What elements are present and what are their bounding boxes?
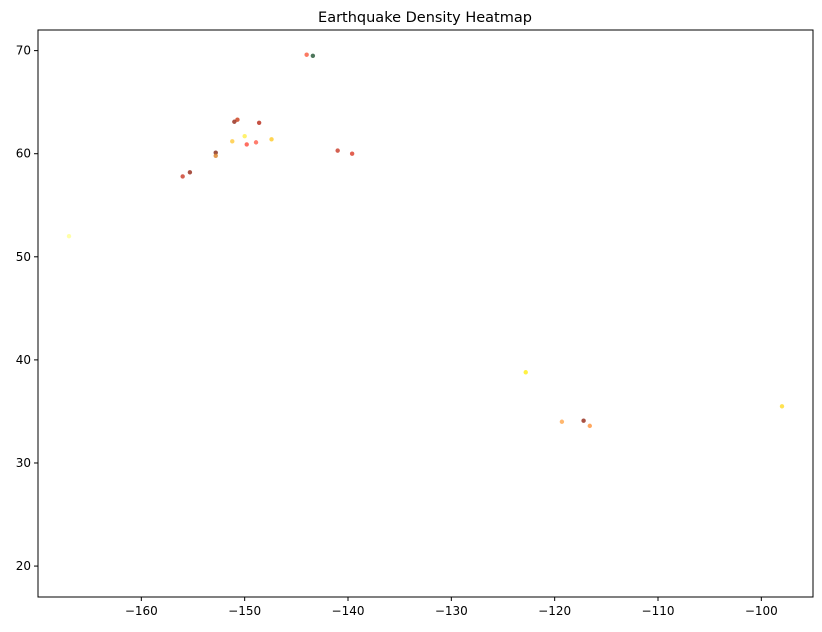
y-tick-label: 40 [16,353,31,367]
x-axis: −160 −150 −140 −130 −120 −110 −100 [125,597,778,618]
data-point [310,53,316,58]
plot-frame [37,29,814,598]
data-point [269,137,274,142]
y-axis: 20 30 40 50 60 70 [16,44,38,573]
x-tick-label: −120 [538,604,571,618]
y-tick-label: 50 [16,250,31,264]
data-point [335,148,340,153]
x-tick-label: −110 [642,604,675,618]
data-point [230,139,235,144]
data-point [213,153,218,158]
data-point [180,174,185,179]
data-point [523,370,528,375]
data-point [235,117,240,122]
data-point [232,119,237,124]
y-tick-label: 60 [16,147,31,161]
x-tick-label: −140 [332,604,365,618]
data-point [304,52,309,57]
x-tick-label: −100 [745,604,778,618]
y-tick-label: 30 [16,456,31,470]
x-tick-label: −160 [125,604,158,618]
y-tick-label: 70 [16,44,31,58]
x-tick-label: −150 [228,604,261,618]
data-point [256,120,262,125]
data-point [253,140,259,145]
data-point [349,151,355,156]
data-point [213,150,218,155]
data-point [242,133,247,139]
data-point [559,419,565,424]
data-point [187,170,193,175]
x-tick-label: −130 [435,604,468,618]
data-point [587,423,592,429]
data-point [779,404,785,409]
data-point [244,142,249,147]
data-point [581,418,586,423]
y-tick-label: 20 [16,559,31,573]
chart-title: Earthquake Density Heatmap [318,10,532,26]
data-point [66,233,72,239]
data-points [66,52,785,429]
